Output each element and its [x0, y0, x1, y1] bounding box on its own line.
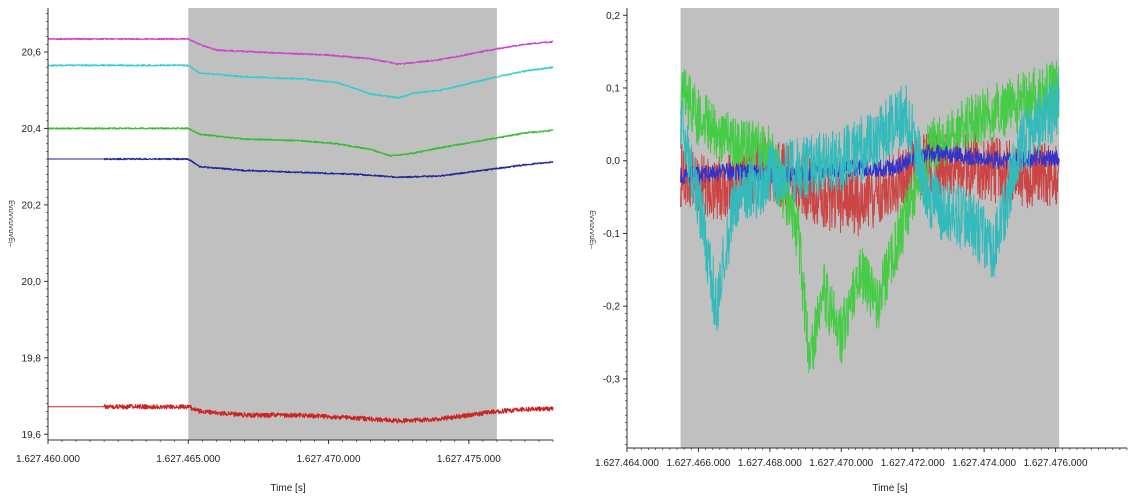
series-line [680, 72, 1060, 331]
x-axis-title: Time [s] [270, 483, 305, 494]
y-tick-label: 19,8 [22, 353, 42, 364]
series-line [47, 403, 554, 424]
y-tick-label: -0,2 [603, 302, 621, 313]
series-group [680, 60, 1060, 373]
highlight-region [680, 8, 1060, 448]
x-ticks: 1.627.464.000 1.627.466.000 1.627.468.000 1… [595, 448, 1128, 469]
y-axis-label-glyphs: ⊣ᴟᴨᴧᴧᴨᴧᴧᴟ [588, 210, 596, 250]
x-tick-label: 1.627.474.000 [952, 458, 1016, 469]
x-tick-label: 1.627.472.000 [881, 458, 945, 469]
series-line [47, 64, 554, 99]
x-tick-label: 1.627.468.000 [738, 458, 802, 469]
y-tick-label: 20,6 [22, 47, 42, 58]
x-tick-label: 1.627.470.000 [297, 454, 361, 465]
y-tick-label: 0,1 [606, 84, 620, 95]
series-line [680, 60, 1060, 373]
y-tick-label: 0,0 [606, 156, 620, 167]
y-tick-label: 20,4 [22, 124, 42, 135]
series-line [47, 157, 554, 179]
chart-right: -0,3-0,2-0,10,00,10,2 1.627.464.000 1.627… [588, 8, 1128, 494]
y-ticks: -0,3 -0,2 -0,1 0,0 0,1 0,2 [603, 11, 627, 445]
x-axis-title: Time [s] [872, 483, 907, 494]
series-line [47, 127, 554, 157]
y-tick-label: -0,1 [603, 229, 621, 240]
y-tick-label: 0,2 [606, 11, 620, 22]
x-tick-label: 1.627.465.000 [156, 454, 220, 465]
chart-left: 19,619,820,020,220,420,6 1.627.460.000 1.… [7, 8, 554, 494]
x-tick-label: 1.627.475.000 [437, 454, 501, 465]
x-tick-label: 1.627.460.000 [16, 454, 80, 465]
y-tick-label: 19,6 [22, 430, 42, 441]
x-tick-label: 1.627.470.000 [809, 458, 873, 469]
y-tick-label: -0,3 [603, 374, 621, 385]
x-tick-label: 1.627.466.000 [666, 458, 730, 469]
x-ticks: 1.627.460.000 1.627.465.000 1.627.470.000 1… [16, 440, 554, 465]
y-tick-label: 20,0 [22, 277, 42, 288]
y-ticks: 19,6 19,8 20,0 20,2 20,4 20,6 [22, 13, 48, 441]
series-line [47, 37, 554, 66]
y-axis-label-glyphs: ⊣ᴟᴧᴨᴧᴨᴧᴧᴨᴧᴟ [7, 200, 15, 248]
x-tick-label: 1.627.464.000 [595, 458, 659, 469]
y-tick-label: 20,2 [22, 200, 42, 211]
series-group [47, 37, 554, 424]
x-tick-label: 1.627.476.000 [1024, 458, 1088, 469]
highlight-region [188, 8, 497, 440]
